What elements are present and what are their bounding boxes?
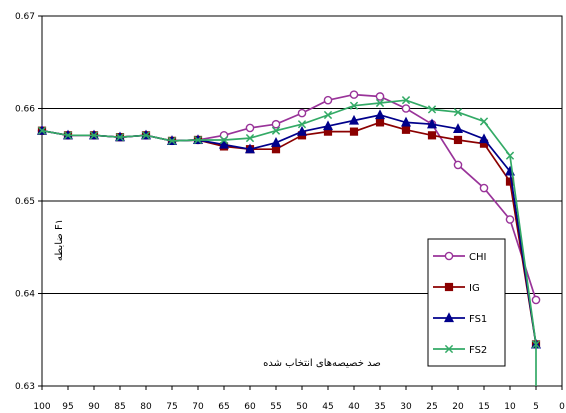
x-tick-label: 80: [140, 402, 152, 412]
data-point-chi: [505, 215, 515, 224]
data-point-chi: [349, 90, 359, 99]
legend-marker-chi: [444, 251, 454, 261]
x-tick-label: 15: [478, 402, 489, 412]
data-point-fs1: [296, 125, 308, 136]
data-point-fs1: [374, 109, 386, 120]
x-axis-label: صد خصیصه‌های انتخاب شده: [263, 358, 381, 369]
legend-marker-ig: [444, 282, 454, 292]
data-point-fs2: [427, 105, 437, 114]
legend-label-fs1: FS1: [469, 314, 487, 325]
data-point-fs2: [193, 135, 203, 145]
y-axis-label: F۱ ضابطه: [54, 219, 65, 261]
x-tick-label: 60: [244, 402, 256, 412]
data-point-fs1: [322, 120, 334, 131]
data-point-fs2: [245, 133, 255, 143]
data-point-fs1: [452, 123, 464, 133]
data-point-fs1: [400, 116, 412, 127]
data-point-fs2: [453, 108, 463, 117]
data-point-ig: [401, 125, 411, 134]
x-tick-label: 90: [88, 402, 100, 412]
data-point-ig: [427, 131, 437, 140]
y-tick-label: 0.64: [15, 290, 35, 300]
x-tick-label: 0: [559, 402, 565, 412]
data-point-fs2: [89, 131, 99, 140]
x-tick-label: 40: [348, 402, 360, 412]
x-tick-label: 30: [400, 402, 412, 412]
series-line-fs2: [41, 99, 537, 345]
data-point-fs2: [401, 96, 411, 105]
legend: CHI IG FS1 FS2: [427, 238, 506, 367]
data-point-fs2: [167, 136, 177, 146]
x-tick-label: 55: [270, 402, 281, 412]
data-point-fs2: [63, 131, 73, 140]
data-point-fs2: [349, 101, 359, 110]
data-point-fs2: [479, 117, 489, 126]
x-tick-label: 70: [192, 402, 204, 412]
data-point-chi: [245, 123, 255, 133]
data-point-fs2: [271, 126, 281, 135]
data-point-chi: [401, 104, 411, 113]
data-point-chi: [271, 119, 281, 129]
x-tick-label: 25: [426, 402, 437, 412]
x-tick-label: 20: [452, 402, 464, 412]
y-tick-label: 0.63: [15, 382, 35, 392]
x-tick-label: 100: [33, 402, 50, 412]
data-point-fs2: [115, 133, 125, 142]
data-point-chi: [323, 95, 333, 105]
legend-marker-fs2: [444, 344, 454, 354]
data-point-chi: [453, 160, 463, 170]
x-tick-label: 95: [62, 402, 73, 412]
x-tick-label: 10: [504, 402, 516, 412]
series-layer: [36, 90, 542, 386]
data-point-fs2: [297, 120, 307, 129]
x-tick-label: 35: [374, 402, 385, 412]
x-tick-label: 75: [166, 402, 177, 412]
y-tick-label: 0.65: [15, 197, 35, 207]
y-tick-label: 0.67: [15, 12, 35, 22]
legend-box: [427, 238, 506, 367]
data-point-chi: [297, 108, 307, 118]
data-point-fs2: [37, 126, 47, 135]
data-point-chi: [479, 183, 489, 193]
data-point-fs1: [478, 133, 490, 144]
legend-label-chi: CHI: [469, 252, 486, 263]
x-tick-label: 45: [322, 402, 333, 412]
legend-label-fs2: FS2: [469, 345, 487, 356]
data-point-ig: [453, 135, 463, 145]
data-point-ig: [349, 127, 359, 136]
data-point-fs1: [348, 114, 360, 125]
x-tick-label: 50: [296, 402, 308, 412]
data-point-fs2: [375, 98, 385, 108]
legend-label-ig: IG: [469, 283, 480, 294]
x-tick-label: 5: [533, 402, 539, 412]
data-point-fs2: [505, 151, 515, 160]
data-point-fs1: [218, 138, 230, 149]
data-point-fs1: [270, 137, 282, 147]
data-point-chi: [375, 92, 385, 101]
data-point-fs1: [244, 143, 256, 154]
legend-marker-fs1: [443, 312, 455, 323]
x-tick-label: 85: [114, 402, 125, 412]
data-point-fs1: [426, 118, 438, 129]
data-point-fs2: [219, 135, 229, 145]
data-point-chi: [531, 295, 541, 305]
data-point-ig: [375, 118, 385, 127]
data-point-fs2: [323, 110, 333, 120]
x-tick-label: 65: [218, 402, 229, 412]
data-point-fs2: [141, 131, 151, 140]
y-tick-label: 0.66: [15, 105, 35, 115]
